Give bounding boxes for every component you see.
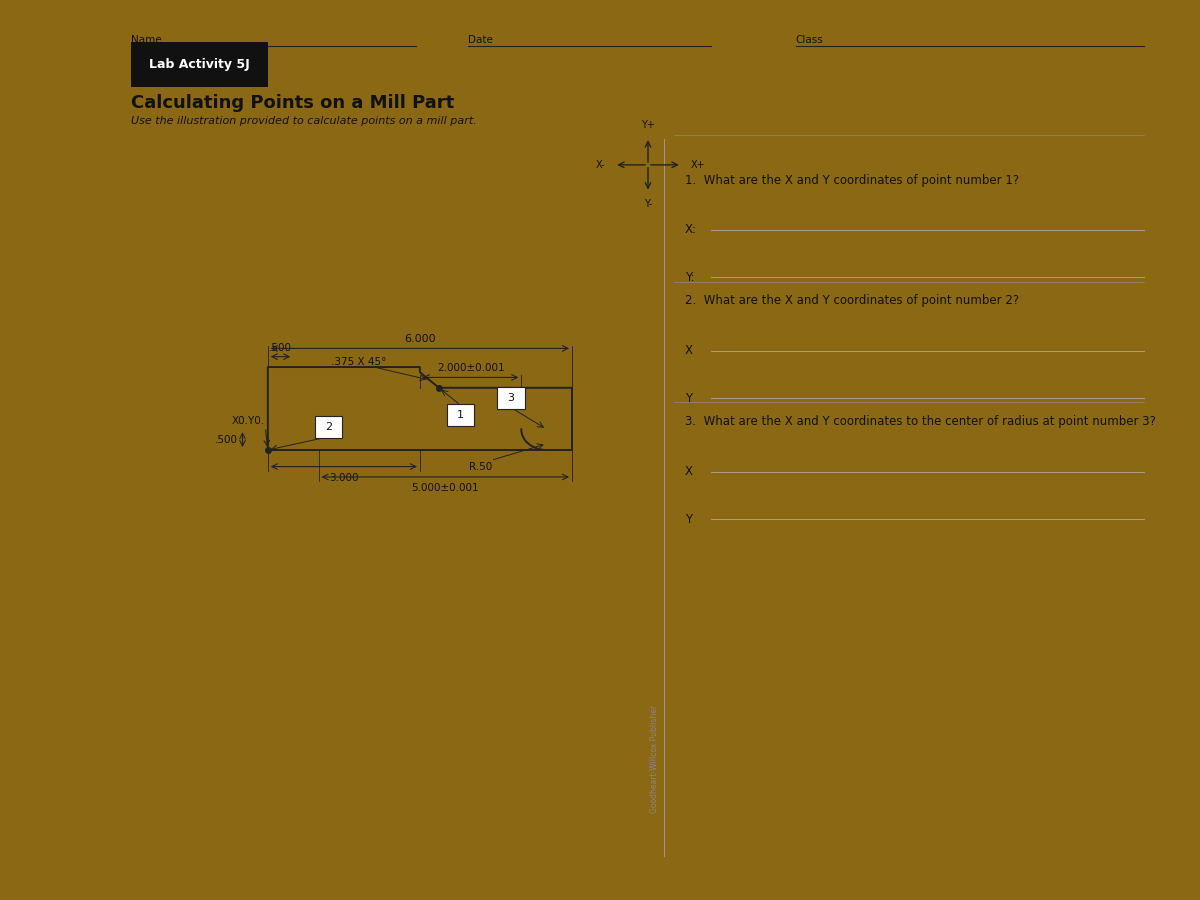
- Text: X0.Y0.: X0.Y0.: [232, 416, 265, 426]
- FancyBboxPatch shape: [498, 387, 524, 410]
- Text: Goodheart-Willcox Publisher: Goodheart-Willcox Publisher: [649, 705, 659, 813]
- FancyBboxPatch shape: [314, 416, 342, 438]
- Text: Calculating Points on a Mill Part: Calculating Points on a Mill Part: [131, 94, 454, 112]
- Text: 3.  What are the X and Y coordinates to the center of radius at point number 3?: 3. What are the X and Y coordinates to t…: [685, 416, 1156, 428]
- Text: X:: X:: [685, 223, 697, 236]
- Text: .500: .500: [215, 435, 238, 445]
- Text: X: X: [685, 344, 692, 357]
- Text: R.50: R.50: [469, 463, 492, 473]
- Text: 2.000±0.001: 2.000±0.001: [437, 364, 504, 374]
- Text: X+: X+: [690, 160, 704, 170]
- Text: Y: Y: [685, 513, 692, 526]
- Text: 6.000: 6.000: [404, 334, 436, 344]
- Text: Y-: Y-: [644, 200, 652, 210]
- Text: .375 X 45°: .375 X 45°: [331, 357, 386, 367]
- Text: Date: Date: [468, 34, 493, 45]
- Text: 3.000: 3.000: [329, 472, 359, 482]
- Text: 2.  What are the X and Y coordinates of point number 2?: 2. What are the X and Y coordinates of p…: [685, 294, 1019, 308]
- Text: Name: Name: [131, 34, 161, 45]
- Text: X-: X-: [596, 160, 606, 170]
- Text: Y:: Y:: [685, 271, 695, 284]
- Text: 2: 2: [325, 422, 332, 432]
- Text: X: X: [685, 465, 692, 478]
- Text: Y: Y: [685, 392, 692, 405]
- Text: Use the illustration provided to calculate points on a mill part.: Use the illustration provided to calcula…: [131, 116, 476, 127]
- Text: .500: .500: [269, 344, 292, 354]
- Text: Lab Activity 5J: Lab Activity 5J: [149, 58, 250, 71]
- FancyBboxPatch shape: [446, 403, 474, 426]
- Text: 5.000±0.001: 5.000±0.001: [412, 483, 479, 493]
- Text: 1: 1: [457, 410, 464, 419]
- Text: Class: Class: [796, 34, 823, 45]
- Text: Y+: Y+: [641, 121, 655, 130]
- Text: 3: 3: [508, 393, 515, 403]
- Text: 1.  What are the X and Y coordinates of point number 1?: 1. What are the X and Y coordinates of p…: [685, 174, 1019, 186]
- Bar: [131, 42, 268, 87]
